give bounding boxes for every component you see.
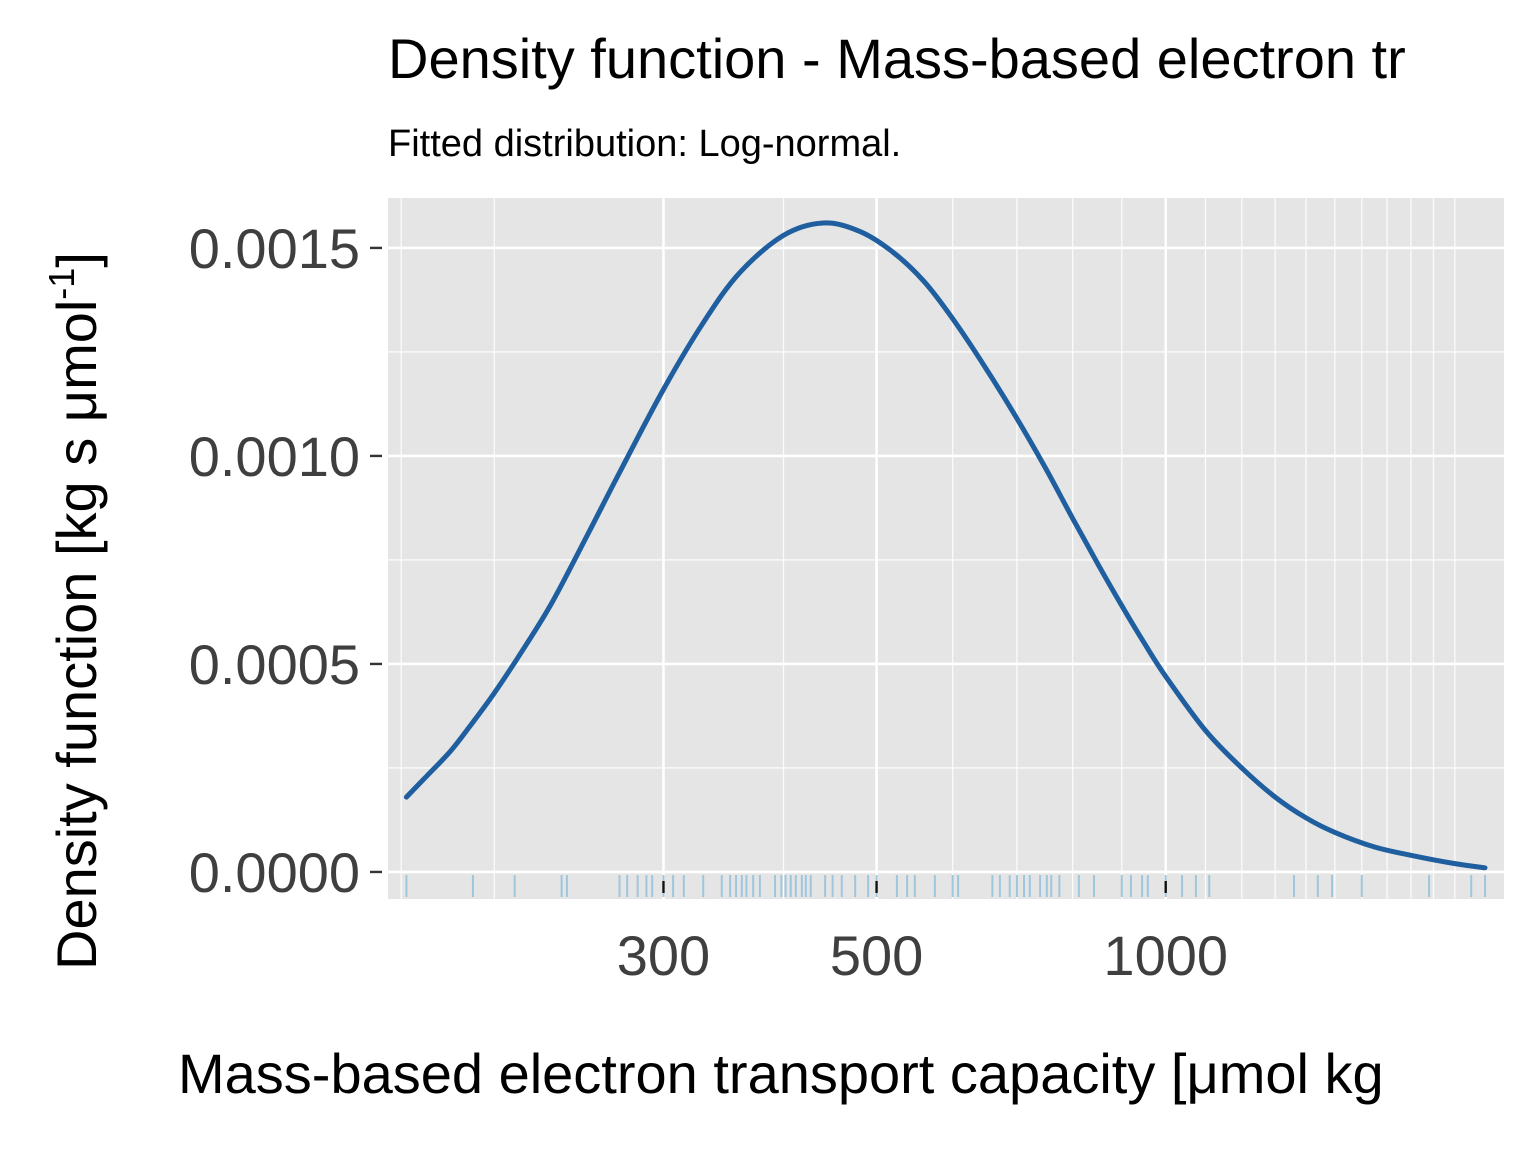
chart-title: Density function - Mass-based electron t… bbox=[388, 27, 1406, 90]
plot-panel bbox=[388, 198, 1504, 899]
y-tick-label: 0.0005 bbox=[189, 633, 360, 696]
y-axis-label-suffix: ] bbox=[45, 252, 108, 268]
y-axis-ticks: 0.0000 0.0005 0.0010 0.0015 bbox=[189, 217, 382, 904]
x-tick-label: 300 bbox=[617, 924, 710, 987]
minor-x-gridlines bbox=[400, 198, 1456, 899]
y-axis-label: Density function [kg s μmol-1] bbox=[41, 252, 108, 970]
y-tick-label: 0.0000 bbox=[189, 841, 360, 904]
chart-subtitle: Fitted distribution: Log-normal. bbox=[388, 123, 901, 165]
x-tick-label: 500 bbox=[830, 924, 923, 987]
y-tick-label: 0.0010 bbox=[189, 425, 360, 488]
rug-marks bbox=[405, 875, 1487, 897]
x-tick-label: 1000 bbox=[1103, 924, 1228, 987]
major-gridlines bbox=[388, 198, 1504, 899]
y-axis-label-superscript: -1 bbox=[41, 268, 82, 300]
y-axis-label-main: Density function [kg s μmol bbox=[45, 300, 108, 970]
x-axis-label: Mass-based electron transport capacity [… bbox=[178, 1042, 1384, 1105]
y-tick-label: 0.0015 bbox=[189, 217, 360, 280]
density-curve bbox=[403, 220, 1488, 871]
x-axis-ticks: 300 500 1000 bbox=[617, 881, 1228, 987]
